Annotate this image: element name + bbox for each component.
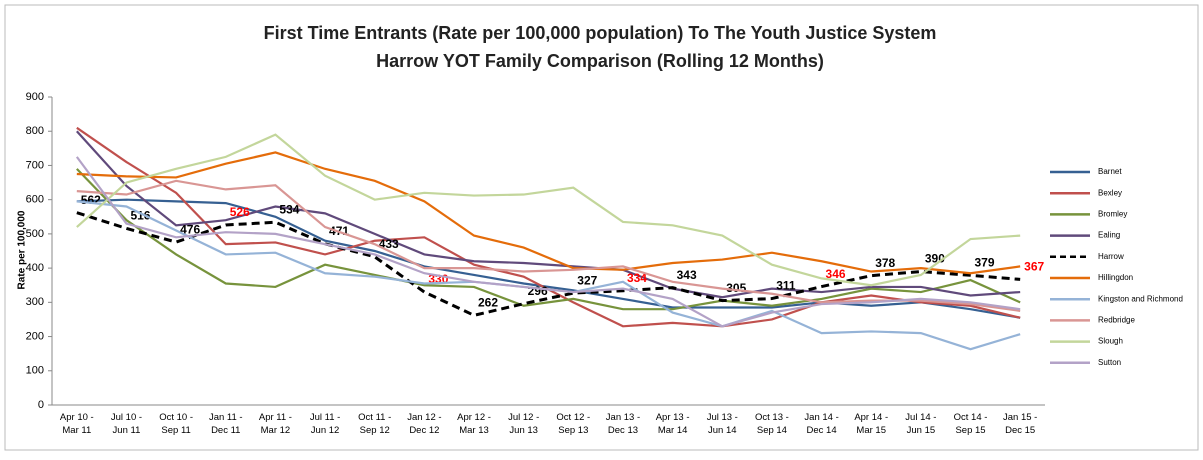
y-tick-label: 700 [26,159,44,171]
chart-border [4,4,1199,451]
y-tick-label: 900 [26,91,44,103]
x-tick-label: Apr 10 -Mar 11 [60,412,94,436]
y-tick-label: 100 [26,365,44,377]
y-tick-label: 300 [26,296,44,308]
x-tick-label: Jul 14 -Jun 15 [905,412,936,436]
y-axis-label: Rate per 100,000 [17,210,28,289]
data-label: 534 [279,202,299,216]
legend-label: Bromley [1098,210,1127,219]
legend-label: Hillingdon [1098,273,1133,282]
legend-label: Barnet [1098,167,1122,176]
x-tick-label: Jan 14 -Dec 14 [804,412,838,436]
series-line [75,156,1021,328]
x-tick-label: Jul 13 -Jun 14 [707,412,738,436]
x-tick-label: Apr 12 -Mar 13 [457,412,491,436]
series-line [76,179,1021,312]
x-tick-label: Apr 14 -Mar 15 [854,412,888,436]
data-label: 562 [81,193,101,207]
chart-title: First Time Entrants (Rate per 100,000 po… [264,23,937,43]
y-tick-label: 500 [26,228,44,240]
y-tick-label: 400 [26,262,44,274]
x-tick-label: Oct 10 -Sep 11 [159,412,193,436]
data-label: 526 [230,205,250,219]
legend-label: Kingston and Richmond [1098,294,1183,303]
series-line [76,198,1021,319]
data-label: 343 [677,268,697,282]
chart-subtitle: Harrow YOT Family Comparison (Rolling 12… [376,51,824,71]
y-tick-label: 200 [26,330,44,342]
data-label: 311 [776,279,796,293]
y-tick-label: 600 [26,194,44,206]
legend-label: Ealing [1098,231,1120,240]
y-tick-label: 800 [26,125,44,137]
x-tick-label: Jul 12 -Jun 13 [508,412,539,436]
x-tick-label: Oct 13 -Sep 14 [755,412,789,436]
x-tick-label: Apr 11 -Mar 12 [259,412,292,436]
data-label: 433 [379,237,399,251]
y-tick-label: 0 [38,399,44,411]
legend-label: Sutton [1098,358,1121,367]
series-line [76,133,1021,287]
series-line [76,168,1021,311]
x-tick-label: Apr 13 -Mar 14 [656,412,690,436]
data-label: 346 [826,267,846,281]
x-tick-label: Oct 11 -Sep 12 [358,412,391,436]
legend-label: Harrow [1098,252,1124,261]
data-label: 262 [478,296,498,310]
x-tick-label: Jan 15 -Dec 15 [1003,412,1037,436]
series-line [76,130,1021,299]
data-label: 379 [975,255,995,269]
data-label: 305 [726,281,746,295]
legend-label: Bexley [1098,188,1122,197]
data-label: 367 [1024,260,1044,274]
series-line [76,211,1021,317]
data-label: 378 [875,256,895,270]
x-tick-label: Jul 10 -Jun 11 [111,412,142,436]
series-line [76,151,1021,275]
data-label: 296 [528,284,548,298]
x-tick-label: Oct 14 -Sep 15 [954,412,988,436]
x-tick-label: Jan 11 -Dec 11 [209,412,243,436]
data-label: 334 [627,271,647,285]
x-tick-label: Oct 12 -Sep 13 [556,412,590,436]
data-label: 327 [577,273,597,287]
x-tick-label: Jul 11 -Jun 12 [310,412,340,436]
x-tick-label: Jan 12 -Dec 12 [407,412,441,436]
legend-label: Redbridge [1098,316,1135,325]
x-tick-label: Jan 13 -Dec 13 [606,412,640,436]
legend-label: Slough [1098,337,1123,346]
data-label: 476 [180,222,200,236]
